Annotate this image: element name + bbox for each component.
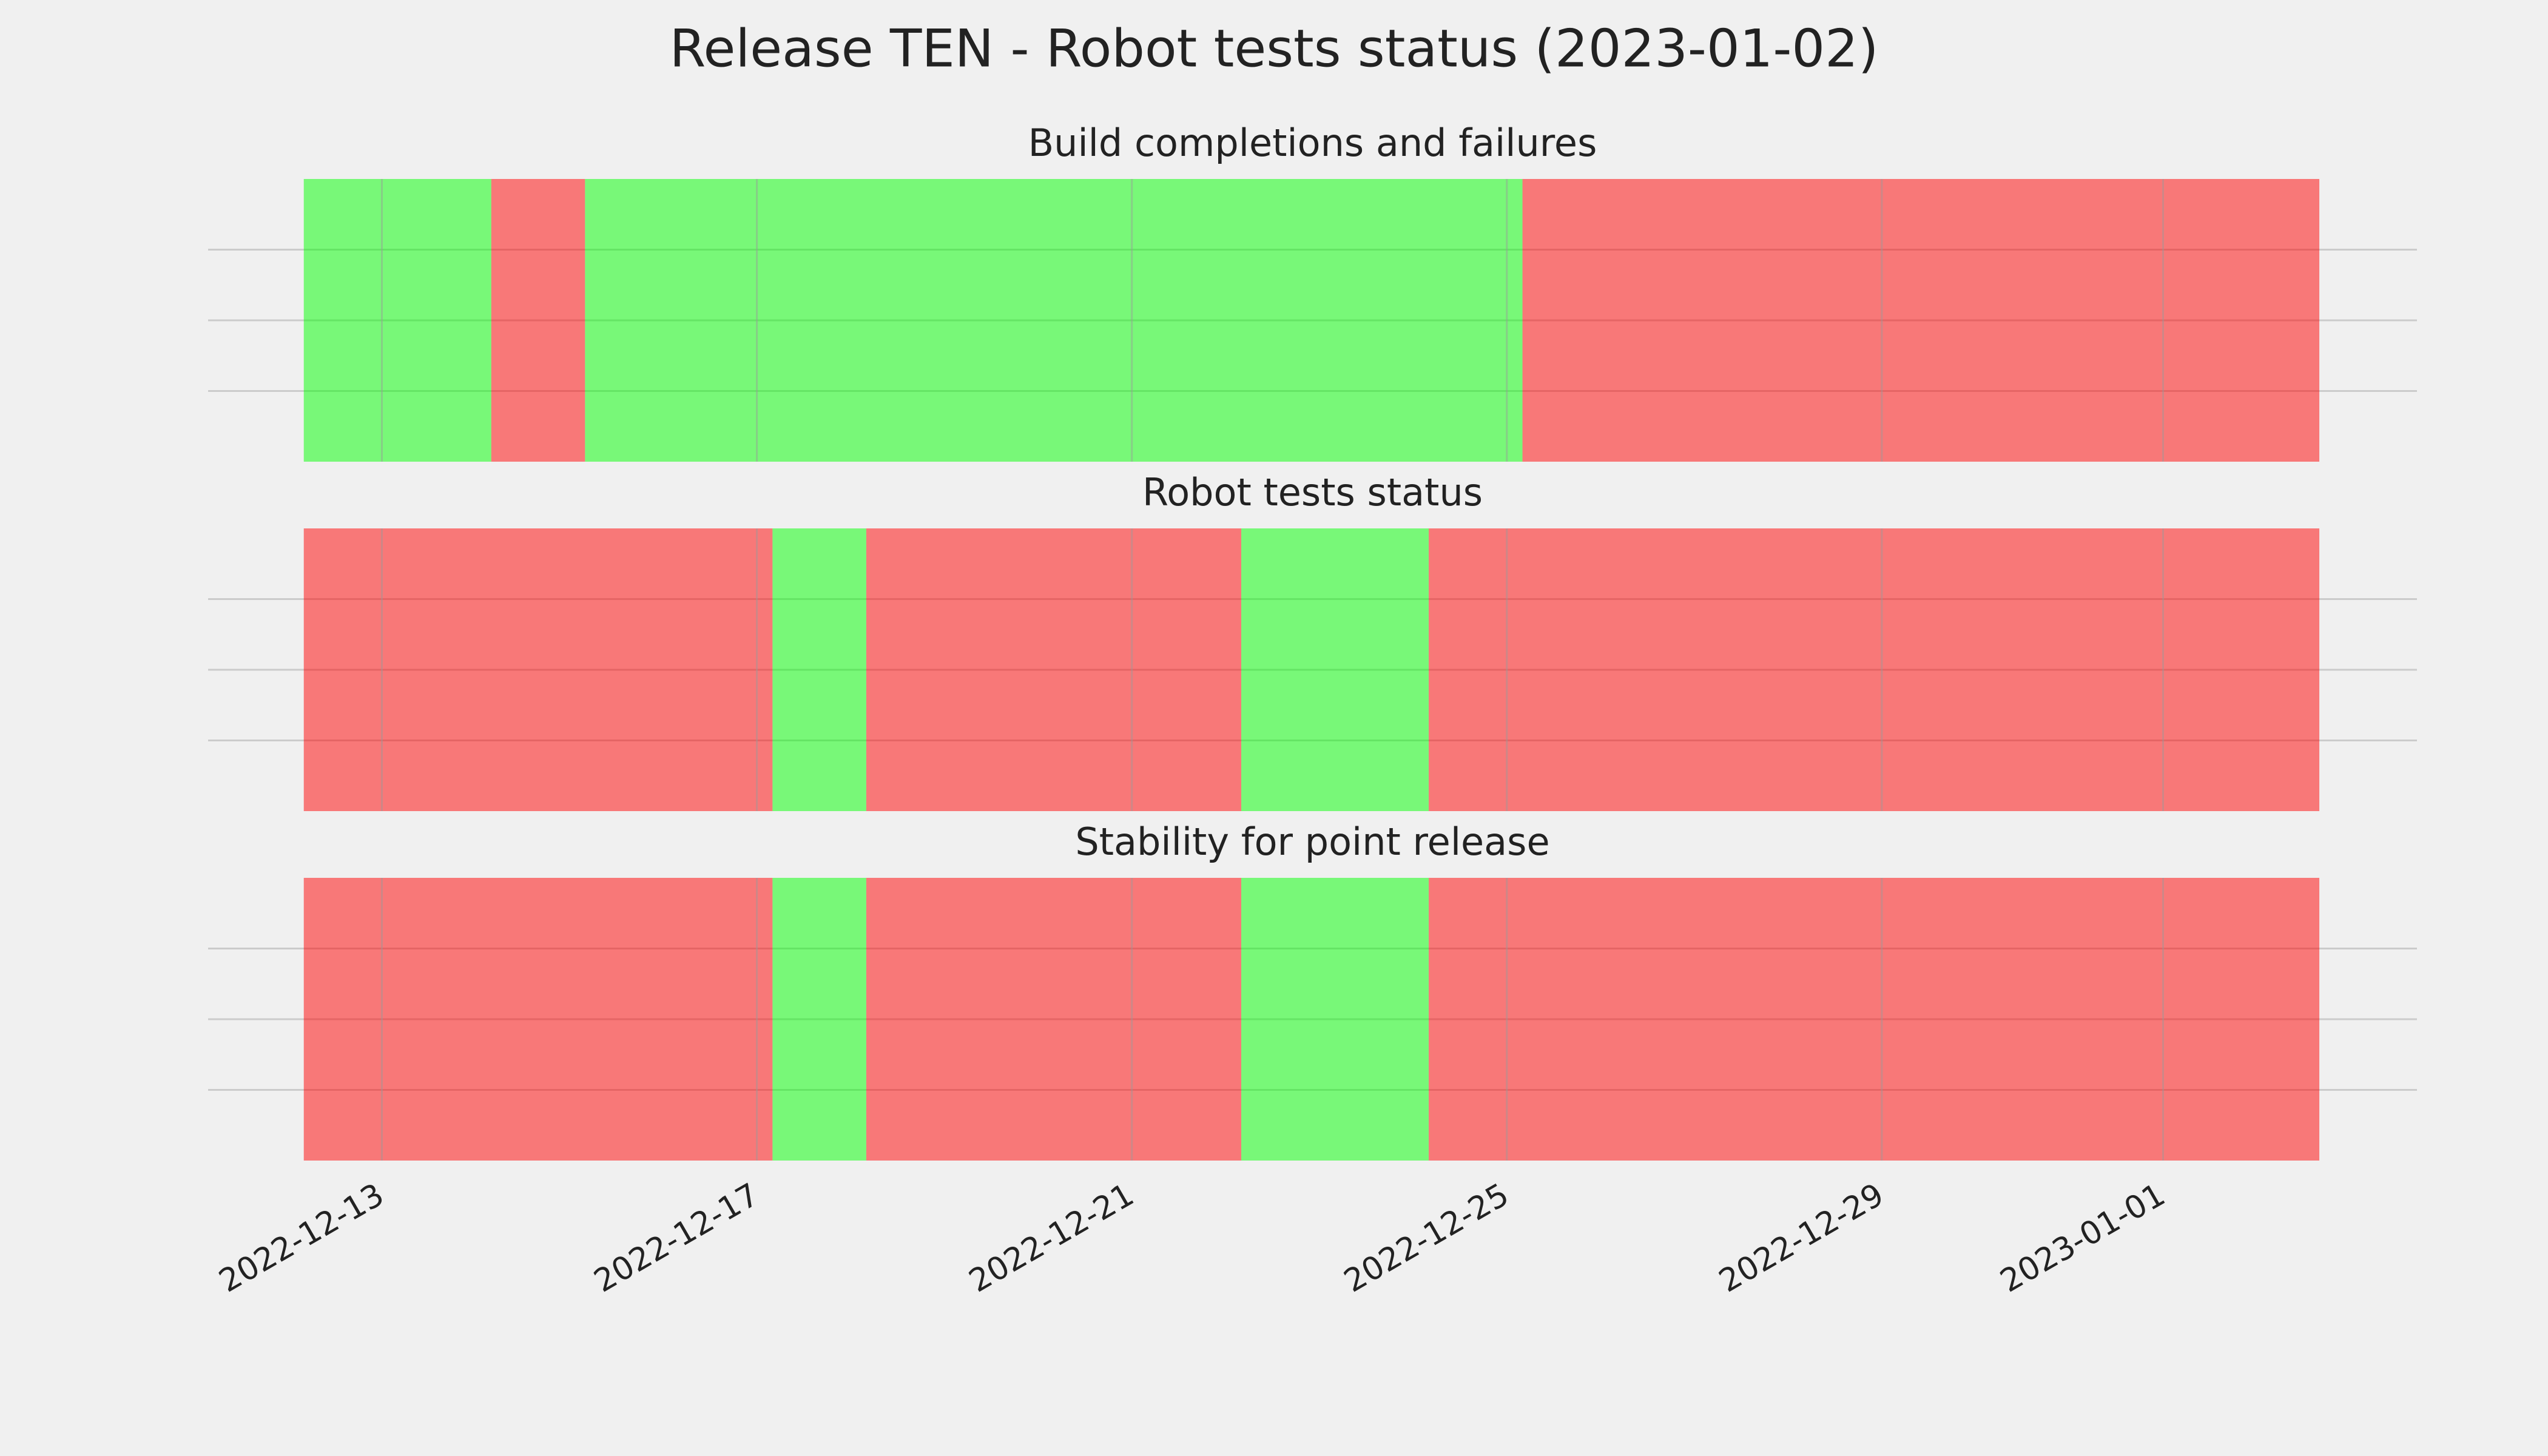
- subplot-title: Build completions and failures: [1028, 121, 1597, 165]
- x-tick-label: 2022-12-25: [1338, 1176, 1515, 1299]
- status-span: [491, 179, 585, 462]
- x-tick-label: 2022-12-21: [963, 1176, 1141, 1299]
- status-span: [303, 179, 491, 462]
- subplot-title: Robot tests status: [1142, 470, 1483, 514]
- status-span: [866, 528, 1241, 811]
- status-span: [585, 179, 1523, 462]
- status-span: [866, 878, 1241, 1161]
- x-tick-label: 2023-01-01: [1994, 1176, 2171, 1299]
- x-tick-label: 2022-12-29: [1713, 1176, 1890, 1299]
- status-span: [1522, 179, 2320, 462]
- x-tick-label: 2022-12-13: [213, 1176, 390, 1299]
- status-span: [772, 528, 866, 811]
- subplot-title: Stability for point release: [1075, 820, 1549, 864]
- status-span: [303, 528, 773, 811]
- status-span: [1241, 528, 1429, 811]
- x-tick-label: 2022-12-17: [588, 1176, 765, 1299]
- status-span: [1241, 878, 1429, 1161]
- status-span: [772, 878, 866, 1161]
- chart-title: Release TEN - Robot tests status (2023-0…: [670, 18, 1879, 79]
- status-span: [303, 878, 773, 1161]
- status-span: [1429, 528, 2320, 811]
- status-span: [1429, 878, 2320, 1161]
